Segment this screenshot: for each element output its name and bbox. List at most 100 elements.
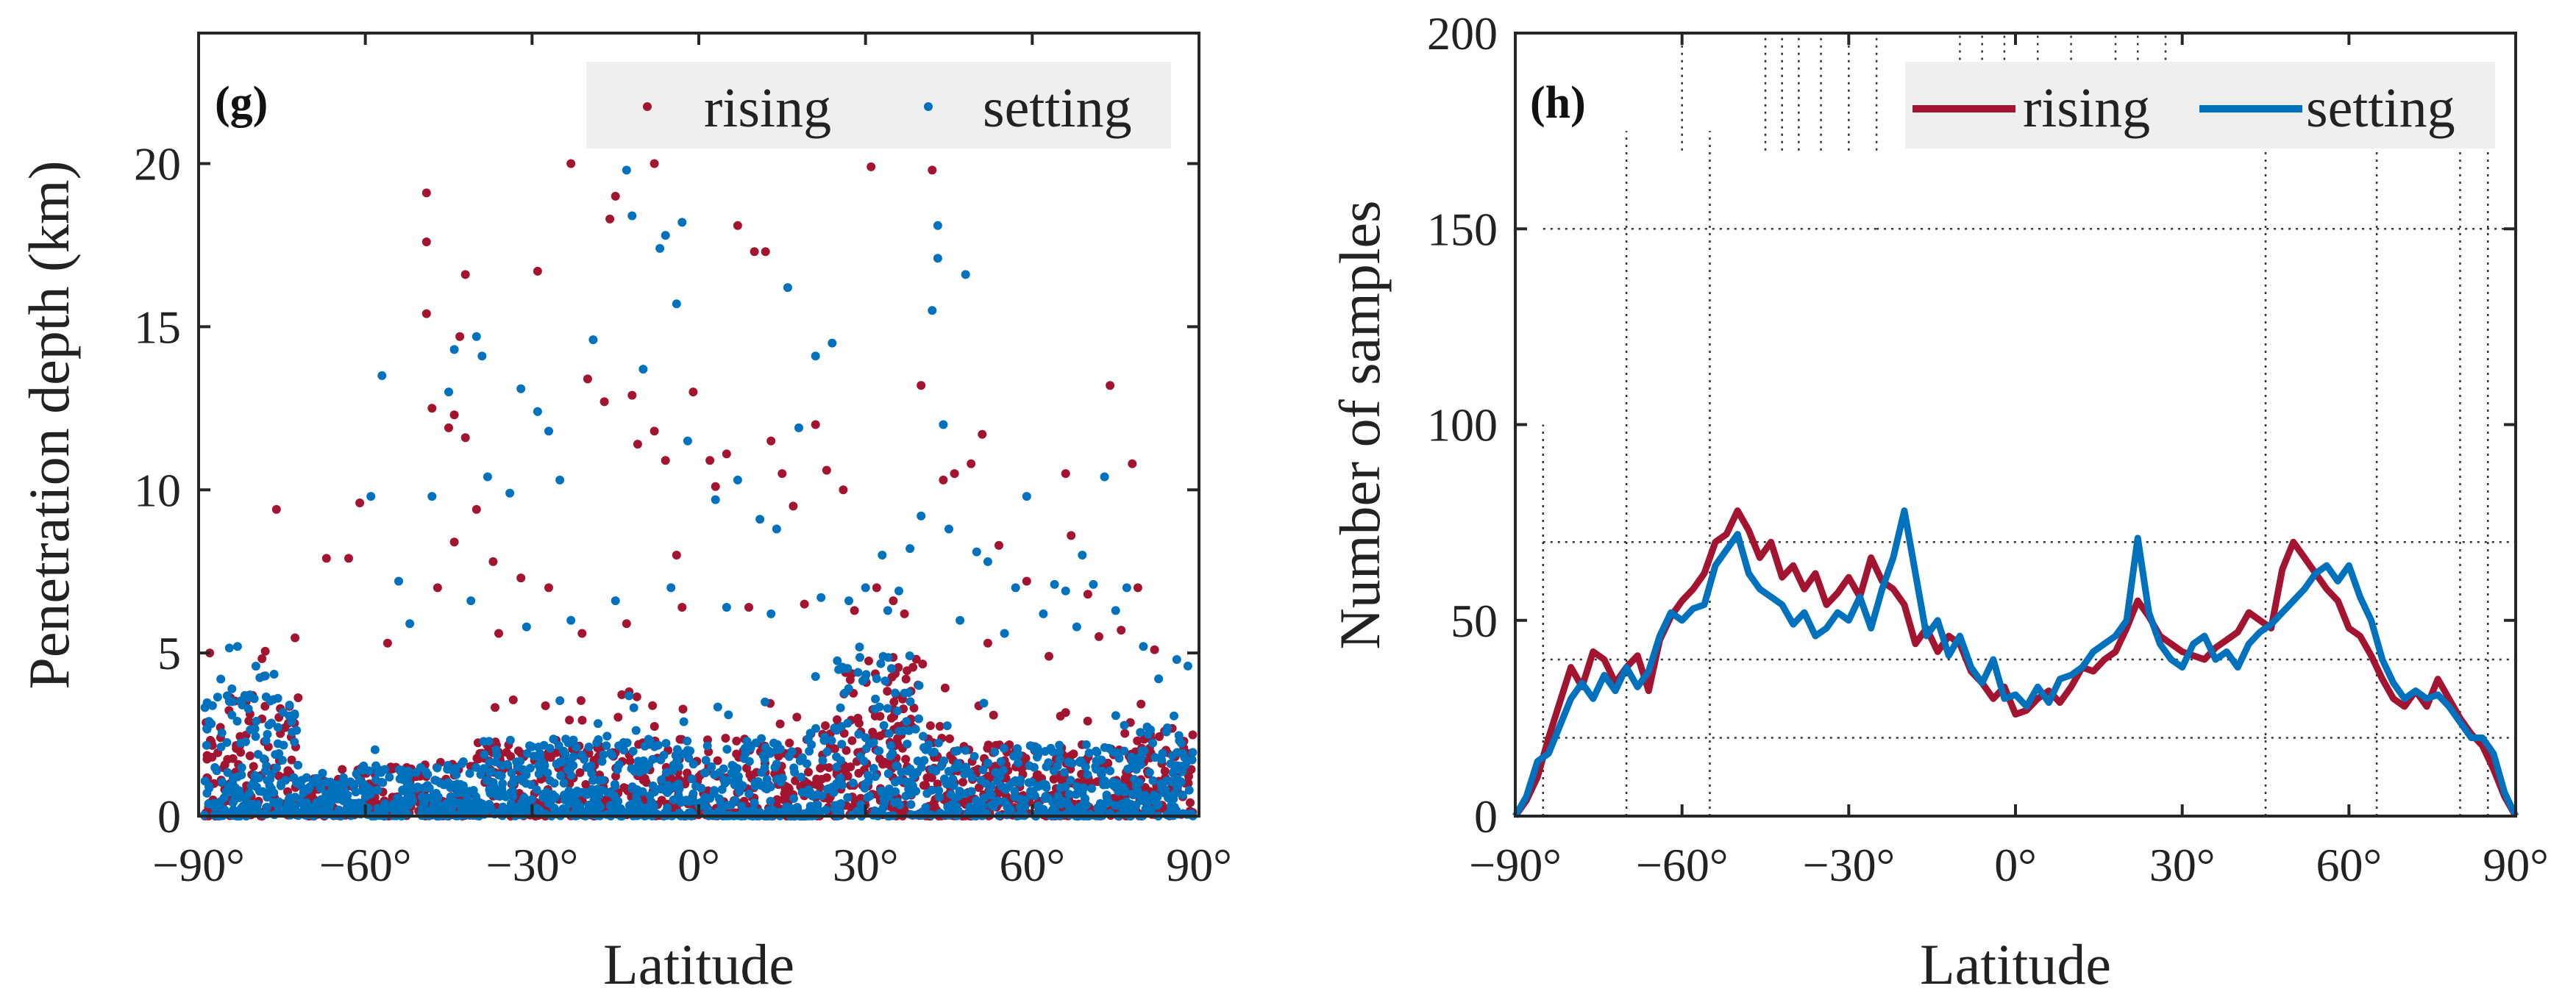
scatter-point-setting <box>1014 758 1023 768</box>
scatter-point-rising <box>940 683 950 693</box>
scatter-point-setting <box>401 796 410 805</box>
scatter-point-setting <box>674 779 683 789</box>
scatter-point-setting <box>1120 721 1129 730</box>
h-xtick-label: 90° <box>2483 839 2549 891</box>
scatter-point-setting <box>1092 765 1101 774</box>
scatter-point-setting <box>811 672 820 682</box>
scatter-point-setting <box>830 782 839 792</box>
scatter-point-setting <box>969 751 979 761</box>
scatter-point-setting <box>1077 758 1086 768</box>
scatter-point-setting <box>859 757 869 766</box>
scatter-point-rising <box>1120 729 1130 738</box>
g-xtick-label: −90° <box>152 839 245 891</box>
scatter-point-setting <box>630 767 639 776</box>
scatter-point-setting <box>1022 492 1031 501</box>
scatter-point-rising <box>611 191 620 201</box>
scatter-point-rising <box>689 387 698 397</box>
scatter-point-setting <box>1139 746 1149 756</box>
scatter-point-setting <box>883 704 892 713</box>
scatter-point-setting <box>1148 776 1158 785</box>
scatter-point-rising <box>1150 645 1159 654</box>
scatter-point-rising <box>460 270 470 279</box>
scatter-point-setting <box>921 803 931 812</box>
scatter-point-setting <box>686 807 696 817</box>
h-ytick-label: 150 <box>1427 203 1498 255</box>
scatter-point-setting <box>1131 801 1140 810</box>
scatter-point-setting <box>730 774 740 784</box>
scatter-point-rising <box>766 436 776 446</box>
scatter-point-setting <box>983 758 992 768</box>
scatter-point-setting <box>576 805 586 815</box>
scatter-point-rising <box>922 773 932 782</box>
scatter-point-setting <box>1153 793 1162 802</box>
scatter-point-rising <box>825 795 833 804</box>
scatter-point-setting <box>472 332 481 341</box>
scatter-point-setting <box>639 756 648 765</box>
scatter-point-rising <box>678 704 688 714</box>
scatter-point-setting <box>465 787 474 796</box>
h-ytick-label: 100 <box>1427 399 1498 451</box>
scatter-point-setting <box>991 768 1000 777</box>
h-ytick-label: 50 <box>1451 595 1498 647</box>
scatter-point-setting <box>633 796 641 805</box>
scatter-point-rising <box>853 713 863 723</box>
scatter-point-setting <box>891 777 900 787</box>
scatter-point-rising <box>321 554 331 563</box>
scatter-point-setting <box>878 651 888 661</box>
scatter-point-setting <box>1020 801 1029 811</box>
scatter-point-setting <box>733 764 742 773</box>
scatter-point-setting <box>917 511 926 521</box>
scatter-point-rising <box>732 736 741 746</box>
scatter-point-rising <box>1160 766 1170 776</box>
scatter-point-setting <box>1127 752 1136 762</box>
scatter-point-setting <box>304 785 313 795</box>
scatter-point-setting <box>872 674 881 683</box>
scatter-point-setting <box>549 807 559 816</box>
scatter-point-setting <box>232 716 242 726</box>
scatter-point-rising <box>1045 651 1053 661</box>
scatter-point-setting <box>1092 746 1100 756</box>
scatter-point-setting <box>628 746 638 756</box>
scatter-point-setting <box>640 741 650 751</box>
scatter-point-setting <box>672 299 681 309</box>
scatter-point-setting <box>204 717 214 726</box>
scatter-point-setting <box>227 697 237 707</box>
scatter-point-rising <box>745 770 755 779</box>
scatter-point-setting <box>738 781 747 790</box>
scatter-point-setting <box>744 789 754 798</box>
scatter-point-setting <box>449 345 459 354</box>
scatter-point-rising <box>847 736 857 746</box>
h-ytick-label: 0 <box>1474 790 1498 843</box>
scatter-point-setting <box>784 752 794 761</box>
scatter-point-setting <box>1157 755 1167 765</box>
scatter-point-setting <box>688 795 697 804</box>
scatter-point-setting <box>250 771 260 780</box>
scatter-point-rising <box>584 748 594 758</box>
scatter-point-setting <box>671 751 680 760</box>
scatter-point-setting <box>944 524 953 534</box>
scatter-point-setting <box>744 757 754 766</box>
scatter-point-setting <box>917 762 926 772</box>
scatter-point-setting <box>1168 768 1178 778</box>
scatter-point-setting <box>1147 806 1156 815</box>
scatter-point-setting <box>919 743 928 752</box>
scatter-point-setting <box>978 765 988 775</box>
scatter-point-setting <box>1183 661 1192 671</box>
scatter-point-rising <box>544 583 553 593</box>
scatter-point-rising <box>909 704 919 712</box>
scatter-point-rising <box>338 765 347 774</box>
scatter-point-setting <box>705 793 715 803</box>
scatter-point-setting <box>983 557 992 566</box>
scatter-point-setting <box>427 492 437 501</box>
scatter-point-rising <box>870 711 880 721</box>
scatter-point-setting <box>1011 583 1020 593</box>
scatter-point-setting <box>505 735 515 745</box>
scatter-point-setting <box>811 723 820 733</box>
scatter-point-setting <box>588 790 597 799</box>
scatter-point-rising <box>1133 583 1142 593</box>
legend-box-g <box>586 62 1171 149</box>
scatter-point-setting <box>1136 753 1146 762</box>
h-xtick-label: 0° <box>1994 839 2037 891</box>
scatter-point-setting <box>222 691 232 701</box>
